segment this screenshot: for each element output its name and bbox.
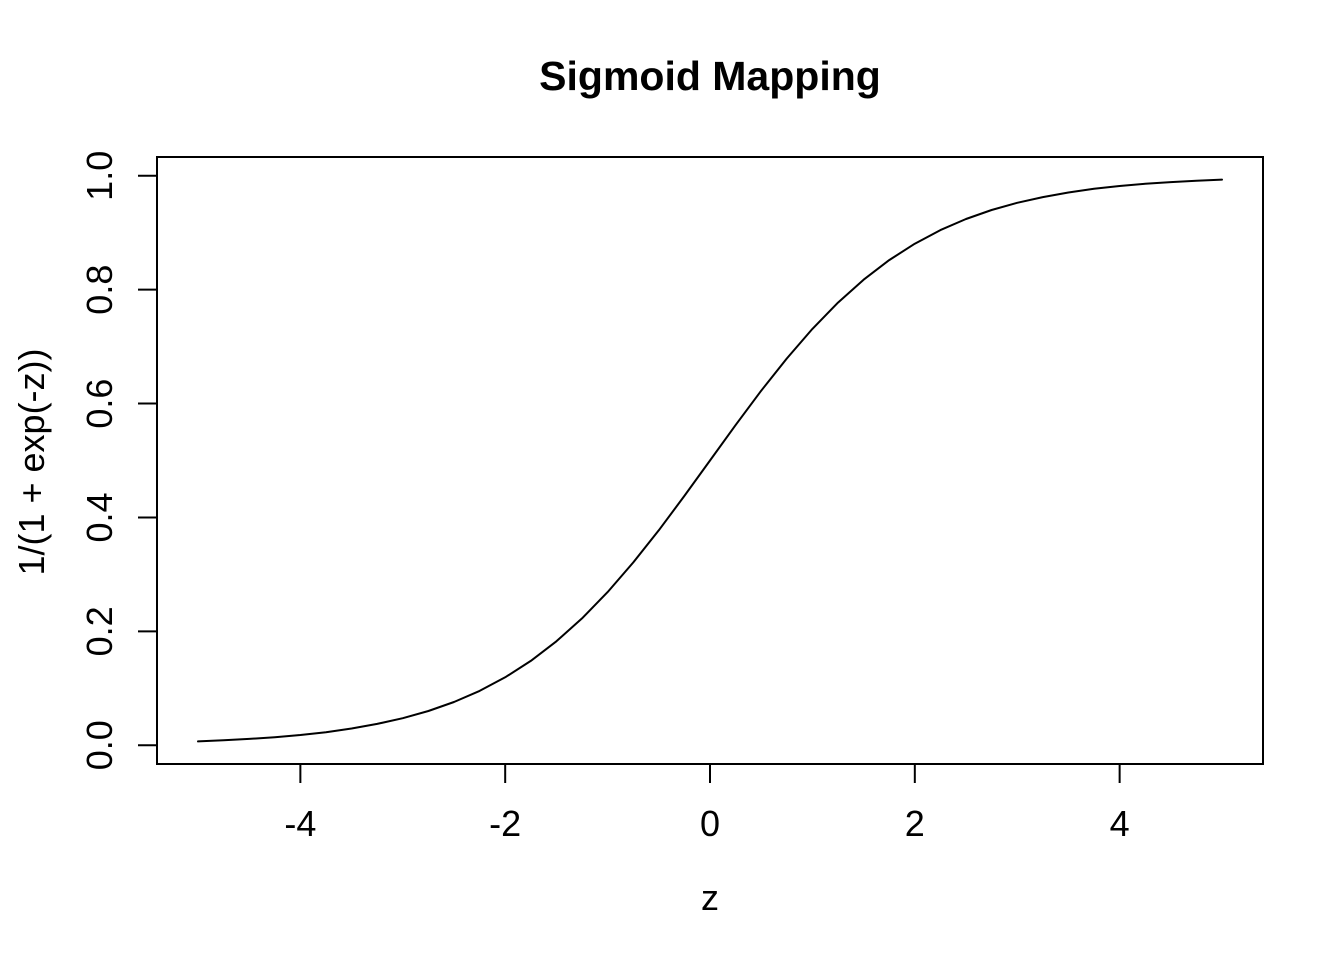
y-tick-label: 0.2 [79,606,120,656]
x-axis-label: z [701,877,719,918]
x-axis: -4 -2 0 2 4 [284,764,1130,844]
x-tick-label: 0 [700,803,720,844]
y-tick-label: 1.0 [79,151,120,201]
x-tick-label: 4 [1110,803,1130,844]
y-tick-label: 0.8 [79,265,120,315]
y-tick-label: 0.0 [79,720,120,770]
x-tick-label: -4 [284,803,316,844]
sigmoid-curve [197,178,1223,743]
y-axis-label: 1/(1 + exp(-z)) [11,348,52,575]
y-axis: 0.0 0.2 0.4 0.6 0.8 1.0 [79,151,157,770]
y-tick-label: 0.4 [79,492,120,542]
x-tick-label: 2 [905,803,925,844]
x-tick-label: -2 [489,803,521,844]
chart-title: Sigmoid Mapping [539,53,881,99]
y-tick-label: 0.6 [79,379,120,429]
